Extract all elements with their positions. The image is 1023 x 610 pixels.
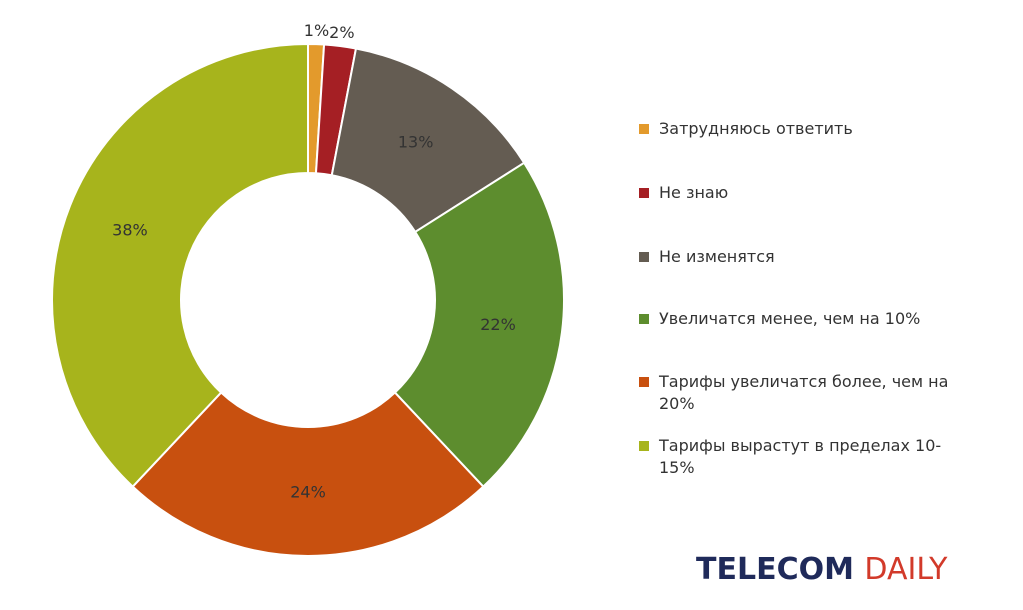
legend-label: Затрудняюсь ответить: [659, 119, 853, 138]
logo-part-telecom: TELECOM: [696, 552, 865, 587]
legend-label: Не знаю: [659, 183, 729, 202]
legend-item-10-15: Тарифы вырастут в пределах 10-15%: [639, 435, 979, 479]
slice-value-label-1: 2%: [329, 23, 354, 42]
slice-value-label-2: 13%: [398, 133, 434, 152]
slice-value-label-0: 1%: [304, 21, 329, 40]
legend-label: Тарифы вырастут в пределах 10-15%: [659, 436, 942, 477]
donut-slice-3: [393, 161, 565, 489]
legend-label: Тарифы увеличатся более, чем на 20%: [659, 372, 949, 413]
legend-swatch: [639, 441, 649, 451]
slice-value-label-3: 22%: [480, 315, 516, 334]
slice-value-label-4: 24%: [290, 483, 326, 502]
legend-swatch: [639, 377, 649, 387]
donut-slice-5: [51, 42, 309, 489]
legend-item-less-than-10: Увеличатся менее, чем на 10%: [639, 308, 979, 330]
legend-label: Увеличатся менее, чем на 10%: [659, 309, 921, 328]
legend-label: Не изменятся: [659, 247, 775, 266]
legend-swatch: [639, 314, 649, 324]
legend-swatch: [639, 188, 649, 198]
legend-swatch: [639, 252, 649, 262]
legend-item-dont-know: Не знаю: [639, 182, 979, 204]
legend-item-no-change: Не изменятся: [639, 246, 979, 268]
donut-value-labels: 1% 2% 13% 22% 24% 38%: [112, 21, 516, 501]
telecom-daily-logo: TELECOM DAILY: [696, 552, 947, 587]
legend-item-more-than-20: Тарифы увеличатся более, чем на 20%: [639, 371, 979, 415]
legend-item-hard-to-answer: Затрудняюсь ответить: [639, 118, 979, 140]
legend-swatch: [639, 124, 649, 134]
slice-value-label-5: 38%: [112, 221, 148, 240]
donut-slices: [51, 42, 565, 557]
logo-part-daily: DAILY: [864, 552, 948, 587]
donut-slice-4: [131, 391, 485, 557]
